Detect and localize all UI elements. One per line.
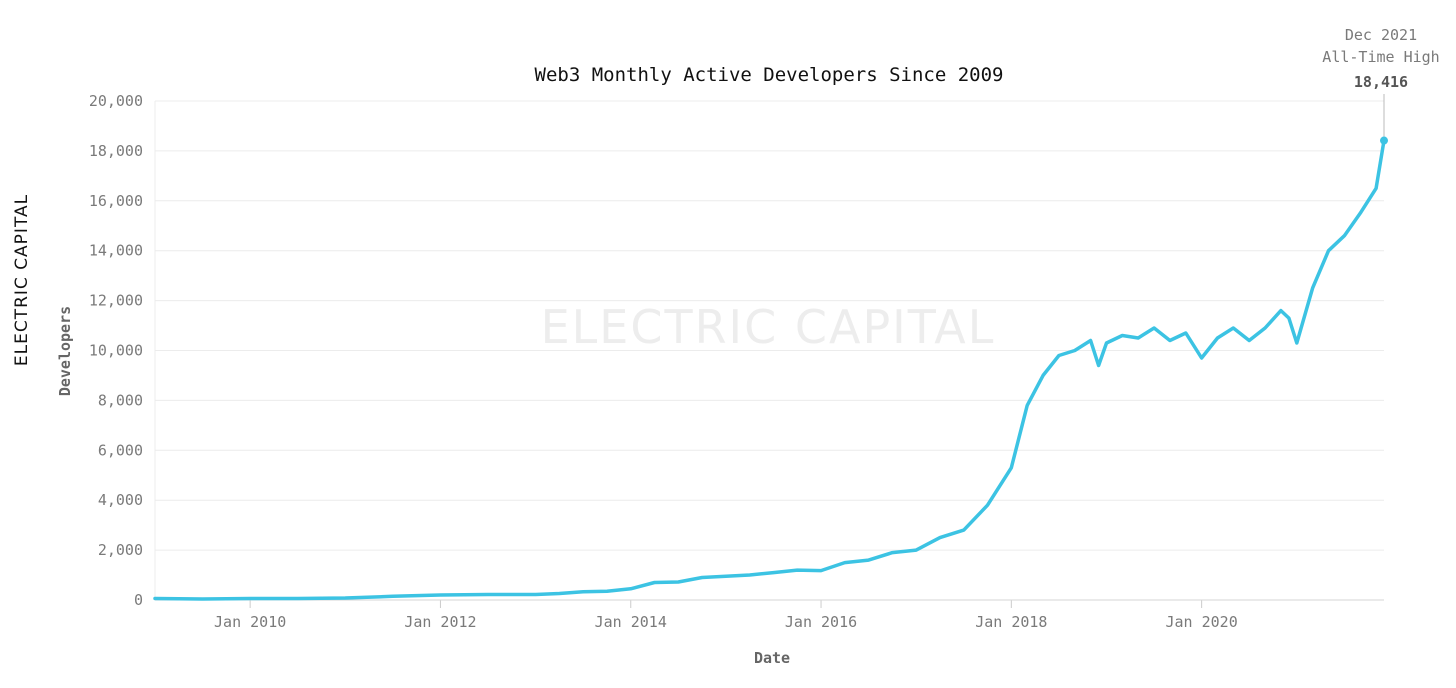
x-tick-label: Jan 2020 — [1166, 613, 1238, 631]
x-axis-title: Date — [754, 649, 790, 667]
x-tick-label: Jan 2010 — [214, 613, 286, 631]
series-line-developers — [153, 138, 1386, 601]
annotation-label: All-Time High — [1322, 48, 1439, 66]
y-tick-label: 2,000 — [98, 541, 143, 559]
y-tick-label: 16,000 — [89, 192, 143, 210]
annotation-point — [1380, 136, 1388, 145]
y-tick-label: 4,000 — [98, 491, 143, 509]
y-tick-label: 20,000 — [89, 92, 143, 110]
y-tick-label: 18,000 — [89, 142, 143, 160]
annotation-value: 18,416 — [1354, 73, 1408, 91]
y-tick-label: 12,000 — [89, 292, 143, 310]
chart-title: Web3 Monthly Active Developers Since 200… — [535, 64, 1004, 86]
y-tick-label: 10,000 — [89, 342, 143, 360]
y-axis-title: Developers — [56, 306, 74, 396]
watermark: ELECTRIC CAPITAL — [541, 300, 996, 354]
x-tick-label: Jan 2016 — [785, 613, 857, 631]
y-tick-label: 8,000 — [98, 391, 143, 409]
x-axis-ticks: Jan 2010 Jan 2012 Jan 2014 Jan 2016 Jan 2018… — [214, 600, 1238, 631]
y-tick-label: 6,000 — [98, 441, 143, 459]
y-axis-ticks: 0 2,000 4,000 6,000 8,000 10,000 12,000 14,000 1… — [89, 92, 143, 609]
side-logo: ELECTRIC CAPITAL — [12, 194, 32, 366]
x-tick-label: Jan 2014 — [595, 613, 667, 631]
y-tick-label: 14,000 — [89, 242, 143, 260]
annotation-date: Dec 2021 — [1345, 26, 1417, 44]
x-tick-label: Jan 2012 — [404, 613, 476, 631]
x-tick-label: Jan 2018 — [975, 613, 1047, 631]
grid — [154, 100, 1384, 600]
y-tick-label: 0 — [134, 591, 143, 609]
